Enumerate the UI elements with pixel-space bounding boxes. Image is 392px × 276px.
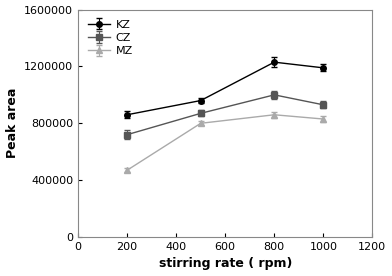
Y-axis label: Peak area: Peak area [5, 88, 18, 158]
Legend: KZ, CZ, MZ: KZ, CZ, MZ [83, 15, 138, 61]
X-axis label: stirring rate ( rpm): stirring rate ( rpm) [158, 258, 292, 270]
